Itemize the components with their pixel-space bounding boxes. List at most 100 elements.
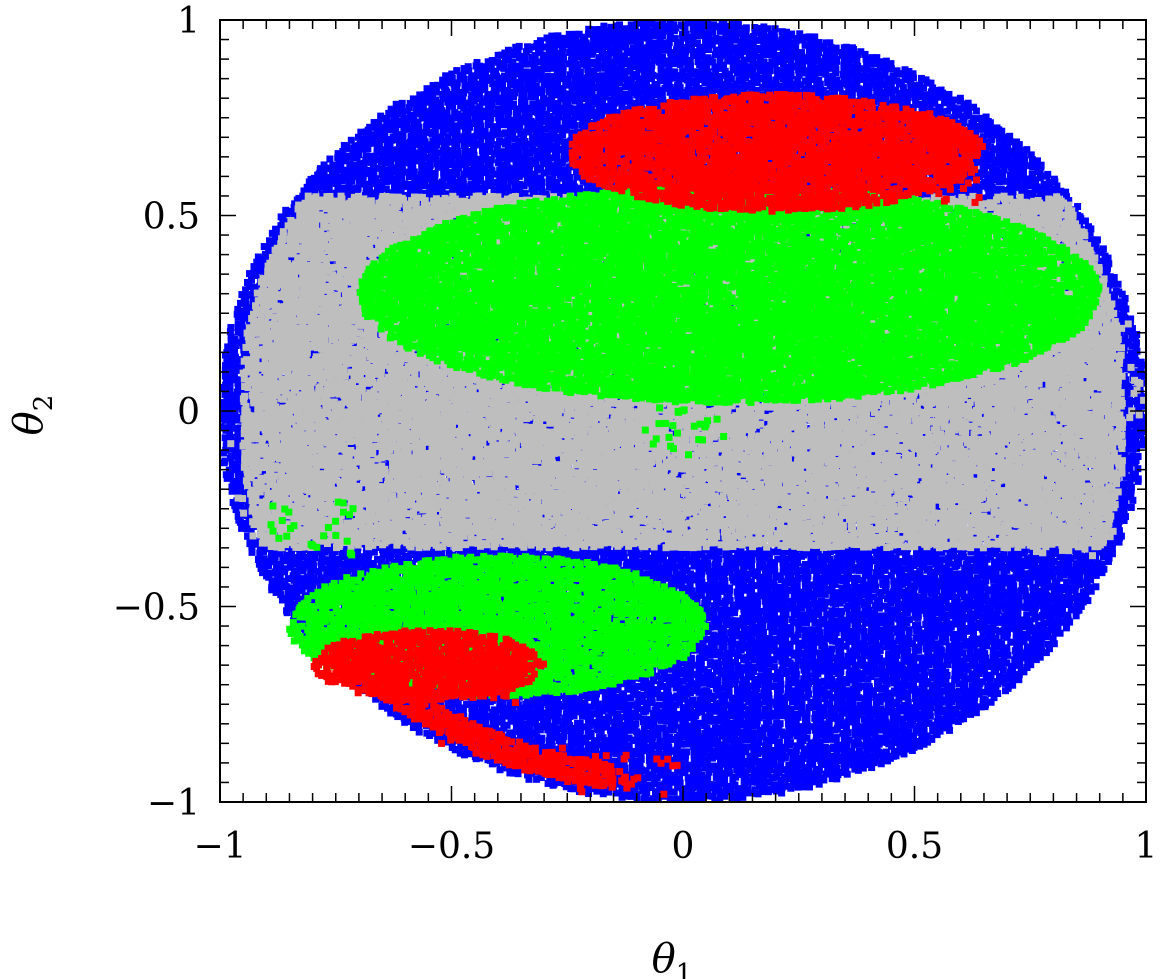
- scatter-point: [493, 715, 500, 722]
- scatter-point: [499, 719, 506, 726]
- scatter-point: [739, 766, 746, 773]
- scatter-point: [843, 687, 850, 694]
- scatter-point: [1027, 644, 1034, 651]
- scatter-point: [906, 616, 913, 623]
- scatter-point: [771, 663, 778, 670]
- scatter-point: [982, 697, 989, 704]
- scatter-point: [866, 668, 873, 675]
- scatter-point: [844, 771, 851, 778]
- scatter-point: [867, 653, 874, 660]
- scatter-point: [904, 682, 911, 689]
- scatter-point: [710, 631, 717, 638]
- scatter-point: [798, 761, 805, 768]
- scatter-point: [732, 659, 739, 666]
- scatter-point: [789, 650, 796, 657]
- scatter-point: [781, 603, 788, 610]
- scatter-point: [704, 598, 711, 605]
- scatter-point: [993, 635, 1000, 642]
- scatter-point: [632, 757, 639, 764]
- scatter-point: [659, 683, 666, 690]
- scatter-point: [828, 645, 835, 652]
- scatter-point: [776, 739, 783, 746]
- scatter-point: [705, 669, 712, 676]
- scatter-point: [833, 734, 840, 741]
- scatter-point: [1050, 635, 1057, 642]
- scatter-point: [581, 747, 588, 754]
- scatter-point: [856, 747, 863, 754]
- scatter-point: [628, 702, 635, 709]
- scatter-point: [926, 720, 933, 727]
- scatter-point: [731, 782, 738, 789]
- scatter-point: [801, 627, 808, 634]
- scatter-point: [739, 664, 746, 671]
- scatter-point: [987, 608, 994, 615]
- scatter-point: [972, 678, 979, 685]
- scatter-point: [587, 729, 594, 736]
- scatter-point: [1023, 612, 1030, 619]
- scatter-point: [632, 721, 639, 728]
- scatter-point: [1092, 583, 1099, 590]
- scatter-points: [217, 18, 1148, 805]
- scatter-point: [787, 706, 794, 713]
- scatter-point: [816, 766, 823, 773]
- scatter-point: [698, 785, 705, 792]
- scatter-point: [787, 660, 794, 667]
- scatter-point: [570, 785, 577, 792]
- scatter-point: [660, 725, 667, 732]
- scatter-point: [910, 682, 917, 689]
- scatter-point: [959, 649, 966, 656]
- scatter-point: [905, 729, 912, 736]
- scatter-point: [812, 676, 819, 683]
- scatter-point: [656, 737, 663, 744]
- scatter-point: [714, 659, 721, 666]
- scatter-point: [866, 683, 873, 690]
- scatter-point: [704, 775, 711, 782]
- scatter-point: [876, 655, 883, 662]
- scatter-point: [287, 584, 294, 591]
- scatter-point: [449, 744, 456, 751]
- scatter-point: [475, 715, 482, 722]
- scatter-point: [805, 691, 812, 698]
- scatter-point: [544, 719, 551, 726]
- scatter-point: [860, 640, 867, 647]
- scatter-point: [1031, 615, 1038, 622]
- scatter-point: [770, 781, 777, 788]
- scatter-point: [832, 608, 839, 615]
- scatter-point: [520, 721, 527, 728]
- scatter-point: [831, 617, 838, 624]
- scatter-point: [854, 758, 861, 765]
- scatter-point: [687, 678, 694, 685]
- scatter-point: [942, 669, 949, 676]
- scatter-point: [784, 641, 791, 648]
- scatter-point: [633, 728, 640, 735]
- scatter-point: [750, 730, 757, 737]
- scatter-point: [620, 692, 627, 699]
- scatter-point: [750, 649, 757, 656]
- scatter-point: [683, 748, 690, 755]
- scatter-point: [854, 649, 861, 656]
- scatter-point: [882, 588, 889, 595]
- scatter-point: [961, 594, 968, 601]
- scatter-point: [733, 617, 740, 624]
- scatter-point: [626, 735, 633, 742]
- scatter-point: [805, 659, 812, 666]
- scatter-point: [538, 735, 545, 742]
- scatter-point: [698, 663, 705, 670]
- scatter-point: [914, 621, 921, 628]
- scatter-point: [287, 599, 294, 606]
- scatter-point: [703, 687, 710, 694]
- scatter-point: [1057, 630, 1064, 637]
- scatter-point: [861, 716, 868, 723]
- scatter-point: [721, 668, 728, 675]
- scatter-point: [554, 716, 561, 723]
- scatter-point: [831, 655, 838, 662]
- scatter-point: [710, 716, 717, 723]
- scatter-point: [600, 743, 607, 750]
- scatter-point: [978, 635, 985, 642]
- scatter-point: [682, 720, 689, 727]
- scatter-point: [877, 612, 884, 619]
- scatter-point: [614, 711, 621, 718]
- scatter-point: [577, 720, 584, 727]
- scatter-point: [794, 631, 801, 638]
